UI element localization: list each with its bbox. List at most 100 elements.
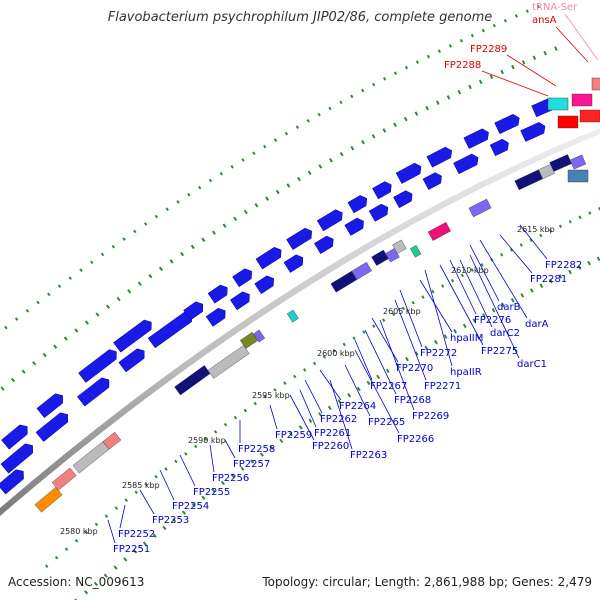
gene-label: FP2275 [481, 346, 518, 357]
tick-mark [441, 284, 445, 288]
reverse-gene-block [549, 154, 572, 172]
tick-mark [114, 506, 119, 510]
forward-gene-arrow [183, 301, 204, 321]
tick-mark [42, 352, 47, 358]
tick-mark [279, 438, 284, 444]
forward-gene-arrow [426, 146, 452, 168]
forward-gene-arrow [232, 268, 252, 288]
tick-mark [68, 276, 72, 280]
tick-mark [293, 374, 297, 379]
tick-mark [144, 482, 148, 487]
leader-line [459, 259, 493, 328]
tick-mark [453, 328, 458, 334]
tick-mark [74, 539, 79, 543]
tick-mark [203, 437, 208, 441]
tick-mark [158, 266, 163, 271]
leader-line [379, 319, 415, 411]
leader-line [319, 369, 342, 401]
tick-mark [362, 330, 366, 334]
tick-mark [492, 23, 496, 28]
gene-label: FP2263 [350, 450, 387, 461]
leader-line [107, 519, 116, 544]
tick-mark [405, 356, 409, 362]
forward-gene-arrow [1, 424, 28, 450]
gene-label: FP2276 [474, 315, 511, 326]
tick-mark [404, 65, 409, 70]
gene-label: FP2252 [118, 529, 155, 540]
tick-mark [263, 394, 267, 399]
tick-mark [169, 259, 174, 264]
tick-mark [519, 243, 523, 247]
tick-mark [265, 196, 270, 201]
tick-mark [414, 111, 419, 116]
tick-mark [342, 342, 346, 347]
tick-mark [100, 252, 105, 257]
gene-label: FP2259 [275, 430, 312, 441]
tick-mark [111, 244, 116, 249]
tick-mark [269, 445, 274, 450]
reverse-gene-block [392, 239, 407, 254]
tick-mark [21, 369, 26, 374]
tick-mark [361, 88, 365, 93]
tick-mark [143, 222, 148, 226]
reverse-gene-block [409, 245, 422, 258]
tick-mark [347, 393, 352, 398]
leader-line [394, 299, 427, 381]
forward-gene-arrow [205, 307, 226, 327]
tick-mark [57, 284, 62, 288]
tick-mark [273, 388, 277, 392]
reverse-gene-block [351, 261, 372, 280]
tick-mark [211, 488, 216, 493]
accession-label: Accession: NC_009613 [8, 575, 145, 589]
kbp-label: 2590 kbp [188, 436, 226, 445]
tick-mark [184, 452, 188, 456]
tick-mark [194, 444, 198, 449]
tick-mark [308, 418, 313, 424]
tick-mark [339, 151, 344, 157]
tick-mark [63, 336, 68, 341]
tick-mark [165, 207, 169, 211]
kbp-label: 2615 kbp [517, 225, 555, 234]
tick-mark [124, 498, 128, 502]
forward-gene-arrow [372, 181, 392, 200]
tick-mark [472, 318, 477, 323]
leader-line [449, 259, 477, 315]
tick-mark [104, 514, 109, 518]
tick-mark [133, 229, 137, 234]
tick-mark [222, 223, 227, 228]
leader-line [555, 26, 589, 63]
forward-gene-arrow [286, 227, 312, 251]
kbp-label: 2610 kbp [451, 266, 489, 275]
tick-mark [371, 134, 376, 139]
gene-label: FP2258 [238, 444, 275, 455]
tick-mark [549, 229, 553, 233]
leader-line [371, 317, 399, 363]
gene-label: hpaIIM [450, 333, 483, 344]
tick-mark [172, 518, 177, 523]
tick-mark [318, 164, 323, 169]
tick-mark [273, 138, 278, 142]
forward-gene-arrow [316, 209, 343, 232]
forward-gene-arrow [255, 246, 282, 270]
tick-mark [47, 292, 51, 297]
tick-mark [11, 377, 16, 383]
tick-mark [243, 408, 248, 413]
tick-mark [478, 79, 483, 85]
tick-mark [84, 530, 89, 535]
tick-mark [181, 510, 186, 515]
leader-line [399, 289, 423, 348]
reverse-gene-block [330, 270, 358, 293]
tick-mark [223, 422, 228, 427]
gene-label: FP2266 [397, 434, 434, 445]
leader-line [299, 389, 317, 428]
tick-mark [302, 368, 307, 372]
leader-line [519, 224, 548, 260]
tick-mark [514, 14, 518, 18]
tick-mark [233, 415, 238, 420]
tick-mark [0, 386, 5, 391]
tick-mark [558, 224, 563, 229]
tick-mark [298, 425, 303, 430]
tick-mark [393, 71, 398, 75]
tick-mark [53, 344, 58, 349]
